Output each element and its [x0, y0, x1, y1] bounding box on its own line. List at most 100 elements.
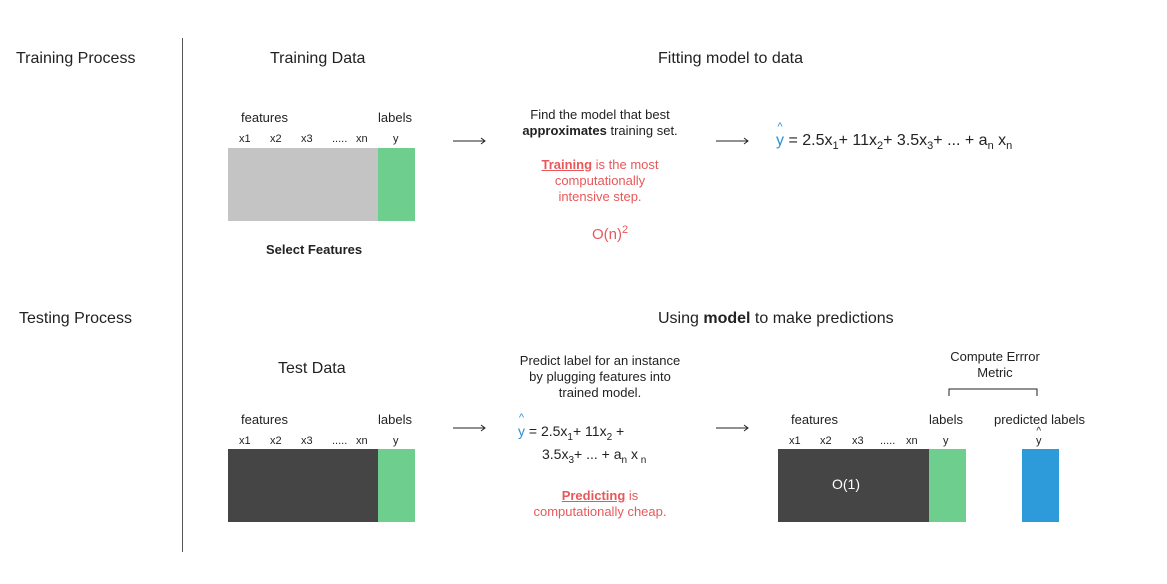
error-metric-label: Compute Errror Metric	[935, 349, 1055, 381]
training-f-p2: + 11x	[838, 132, 878, 149]
test-labels-label: labels	[378, 412, 412, 427]
training-f-sn2: n	[1006, 140, 1013, 153]
training-f-s2: 2	[877, 140, 884, 153]
training-col-x3: x3	[301, 133, 313, 145]
testing-f1-eq: = 2.5x	[525, 423, 568, 439]
training-col-x2: x2	[270, 133, 282, 145]
training-f-p4: + ... + a	[933, 132, 988, 149]
training-formula: ^ y = 2.5x1+ 11x2+ 3.5x3+ ... + an xn	[776, 121, 1013, 153]
training-desc-rest: training set.	[606, 123, 678, 138]
training-f-sn: n	[987, 140, 994, 153]
training-arrow-2	[716, 137, 749, 145]
testing-f2-a: 3.5x	[542, 446, 569, 462]
testing-f2-s3: 3	[568, 454, 575, 466]
training-labels-label: labels	[378, 110, 412, 125]
select-features-label: Select Features	[266, 242, 363, 257]
error-metric-line2: Metric	[977, 365, 1013, 380]
testing-arrow-1	[453, 424, 486, 432]
error-metric-line1: Compute Errror	[950, 349, 1040, 364]
test-features-label: features	[241, 412, 288, 427]
training-desc-line1: Find the model that best	[530, 107, 670, 122]
testing-f1-p2: + 11x	[572, 423, 607, 439]
testing-f2-b: + ... + a	[574, 446, 622, 462]
training-complexity: O(n)2	[592, 224, 628, 243]
test-col-ellipsis: .....	[332, 435, 348, 447]
testing-formula-line2: 3.5x3+ ... + an x n	[542, 446, 646, 466]
test-features-block	[228, 449, 378, 522]
testing-f2-c: x	[627, 446, 638, 462]
pred-col-caret: ^	[1036, 426, 1042, 437]
testing-f1-s2: 2	[606, 431, 613, 443]
training-col-xn: xn	[356, 133, 368, 145]
testing-note-rest: is	[625, 488, 639, 503]
testing-desc-line2: by plugging features into	[529, 369, 671, 384]
testing-yhat-letter: y	[518, 423, 525, 439]
using-suffix: to make predictions	[750, 310, 894, 327]
pred-col-yhat: ^ y	[1036, 426, 1042, 447]
result-col-x1: x1	[789, 435, 801, 447]
testing-formula-line1: ^ y = 2.5x1+ 11x2 +	[518, 412, 624, 443]
test-col-xn: xn	[356, 435, 368, 447]
training-labels-block	[378, 148, 415, 221]
test-col-x2: x2	[270, 435, 282, 447]
pred-col-hat: ^ y	[1036, 426, 1042, 447]
training-col-y: y	[393, 133, 399, 145]
result-labels-label: labels	[929, 412, 963, 427]
training-desc-bold: approximates	[522, 123, 607, 138]
error-metric-bracket	[948, 388, 1038, 396]
training-yhat-letter: y	[776, 132, 784, 149]
result-col-y: y	[943, 435, 949, 447]
testing-f1-s1: 1	[567, 431, 573, 443]
testing-arrow-2	[716, 424, 749, 432]
testing-note-bold: Predicting	[561, 488, 626, 503]
result-complexity: O(1)	[832, 476, 860, 492]
section-divider	[182, 38, 183, 552]
testing-yhat: ^ y	[518, 412, 525, 439]
test-data-title: Test Data	[278, 360, 346, 377]
training-f-s3: 3	[927, 140, 934, 153]
testing-note-line1: Predicting is	[520, 488, 680, 504]
training-f-p3: + 3.5x	[883, 132, 928, 149]
training-f-s1: 1	[832, 140, 839, 153]
testing-f2-sn2: n	[637, 454, 647, 466]
test-col-y: y	[393, 435, 399, 447]
fitting-title: Fitting model to data	[658, 50, 803, 67]
result-col-xn: xn	[906, 435, 918, 447]
result-features-block	[778, 449, 929, 522]
testing-yhat-caret: ^	[518, 412, 525, 424]
training-features-label: features	[241, 110, 288, 125]
testing-desc-line1: Predict label for an instance	[519, 353, 681, 368]
training-f-eq: = 2.5x	[784, 132, 833, 149]
training-yhat: ^ y	[776, 121, 784, 150]
testing-note-line2: computationally cheap.	[533, 504, 667, 519]
training-col-ellipsis: .....	[332, 133, 348, 145]
training-note-line3: intensive step.	[558, 189, 642, 204]
training-data-title: Training Data	[270, 50, 366, 67]
training-note: Training is the most computationally int…	[520, 157, 680, 205]
training-arrow-1	[453, 137, 486, 145]
testing-description: Predict label for an instance by pluggin…	[500, 353, 700, 401]
result-labels-block	[929, 449, 966, 522]
section-testing-label: Testing Process	[19, 310, 132, 327]
training-note-rest: is the most	[592, 157, 659, 172]
test-col-x3: x3	[301, 435, 313, 447]
predicted-labels-label: predicted labels	[994, 412, 1086, 427]
using-model-title: Using model to make predictions	[658, 310, 894, 328]
training-description: Find the model that best approximates tr…	[505, 107, 695, 139]
section-training-label: Training Process	[16, 50, 136, 67]
predicted-labels-block	[1022, 449, 1059, 522]
testing-desc-line3: trained model.	[558, 385, 642, 400]
training-complexity-base: O(n)	[592, 226, 622, 243]
testing-f2-sn: n	[621, 454, 628, 466]
testing-note: Predicting is computationally cheap.	[520, 488, 680, 520]
training-desc-line2: approximates training set.	[505, 123, 695, 139]
result-col-x2: x2	[820, 435, 832, 447]
result-col-x3: x3	[852, 435, 864, 447]
result-features-label: features	[791, 412, 838, 427]
pred-col-letter: y	[1036, 435, 1042, 447]
training-note-bold: Training	[541, 157, 593, 172]
result-col-ellipsis: .....	[880, 435, 896, 447]
training-features-block	[228, 148, 378, 221]
training-f-p5: x	[993, 132, 1007, 149]
training-yhat-caret: ^	[777, 121, 783, 133]
